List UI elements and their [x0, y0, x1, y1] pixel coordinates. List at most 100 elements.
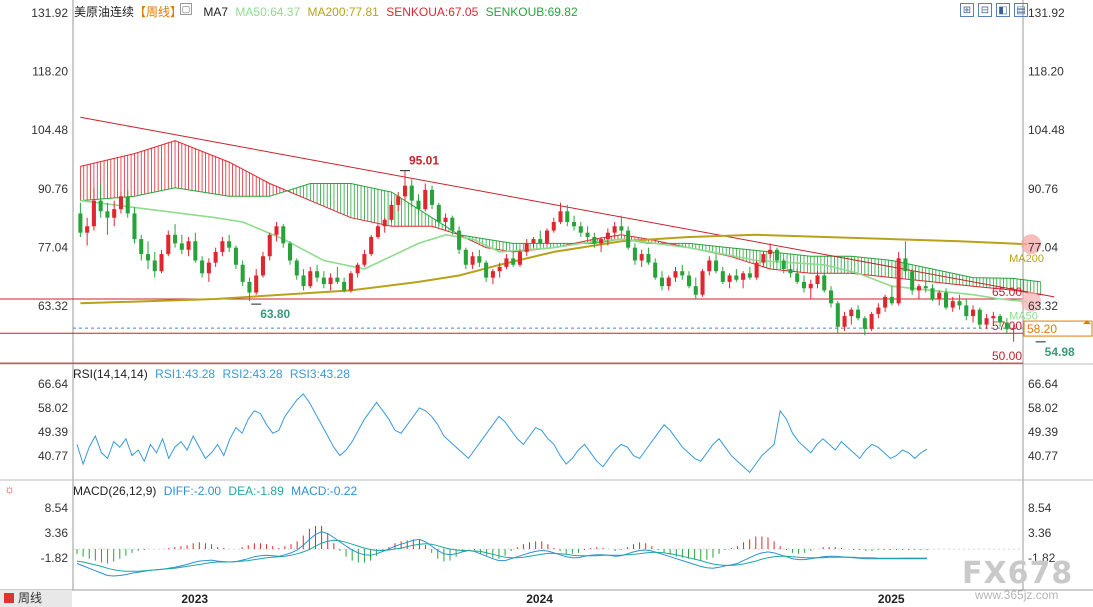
- candle-body: [666, 277, 671, 287]
- rsi-title: RSI(14,14,14): [73, 367, 148, 381]
- candle-body: [971, 309, 976, 317]
- dea-label: DEA:-1.89: [228, 484, 284, 498]
- rsi-panel[interactable]: [76, 393, 928, 474]
- candle-body: [815, 275, 820, 285]
- candle-body: [511, 258, 516, 265]
- period-tab-weekly[interactable]: 周线: [0, 590, 72, 607]
- ma-marker-4: [1021, 291, 1042, 312]
- candle-body: [118, 196, 123, 210]
- y-tick-right-2: 104.48: [1028, 123, 1065, 137]
- candle-body: [436, 204, 441, 222]
- candle-body: [152, 260, 157, 272]
- candle-body: [260, 256, 265, 276]
- candle-body: [761, 254, 766, 263]
- axes-labels: 131.92 131.92 118.20 118.20 104.48 104.48 90.7…: [31, 6, 1065, 606]
- main-price-panel[interactable]: 65.0057.0050.0058.2095.0163.8054.98MA200…: [0, 116, 1093, 364]
- settings-icon[interactable]: ▢: [180, 3, 192, 15]
- rsi-tick-right-1: 58.02: [1028, 401, 1058, 415]
- candle-body: [484, 262, 489, 278]
- candle-body: [822, 275, 827, 291]
- senkou-b-line: [80, 183, 1041, 283]
- candle-body: [842, 316, 847, 327]
- senkoub-label: SENKOUB:69.82: [485, 5, 578, 19]
- candle-body: [369, 236, 374, 255]
- candle-body: [193, 241, 198, 261]
- candle-body: [544, 230, 550, 244]
- zoom-out-icon[interactable]: ⊟: [978, 3, 992, 17]
- macd-tick-right-1: 3.36: [1028, 526, 1052, 540]
- symbol-name: 美原油连续: [74, 5, 135, 19]
- y-tick-left-3: 90.76: [38, 182, 68, 196]
- ma200-label: MA200:77.81: [307, 5, 379, 19]
- candle-body: [659, 277, 664, 287]
- candle-body: [423, 189, 428, 210]
- candle-body: [943, 292, 949, 308]
- macd-diff-line: [76, 531, 927, 577]
- toolbar: ⊞ ⊟ ◧ ▤: [960, 3, 1028, 17]
- candle-body: [964, 305, 969, 317]
- rsi-tick-right-0: 66.64: [1028, 377, 1058, 391]
- zoom-in-icon[interactable]: ⊞: [960, 3, 974, 17]
- candle-body: [355, 264, 360, 274]
- y-tick-right-5: 63.32: [1028, 299, 1058, 313]
- candle-body: [389, 204, 394, 220]
- y-tick-left-2: 104.48: [31, 123, 68, 137]
- y-tick-right-3: 90.76: [1028, 182, 1058, 196]
- ma200-line: [80, 233, 1028, 305]
- candle-body: [686, 275, 692, 287]
- candle-body: [680, 271, 685, 276]
- candle-body: [632, 247, 637, 261]
- candle-body: [308, 271, 313, 287]
- candle-body: [78, 213, 83, 233]
- candle-body: [213, 251, 218, 263]
- current-price-label: 58.20: [1027, 322, 1057, 336]
- list-view-icon[interactable]: ▤: [1014, 3, 1028, 17]
- period-tab-marker-icon: [4, 593, 14, 603]
- candle-body: [321, 277, 326, 285]
- header-legend: 美原油连续【周线】 MA7 MA50:64.37 MA200:77.81 SEN…: [74, 3, 578, 20]
- macd-tick-right-2: -1.82: [1028, 551, 1056, 565]
- candle-body: [382, 219, 387, 227]
- split-view-icon[interactable]: ◧: [996, 3, 1010, 17]
- candle-body: [862, 318, 867, 329]
- macd-panel[interactable]: [73, 525, 1023, 577]
- candle-body: [315, 271, 320, 278]
- candle-body: [206, 262, 211, 274]
- candle-body: [984, 318, 989, 325]
- macd-tick-right-0: 8.54: [1028, 501, 1052, 515]
- candle-body: [903, 258, 908, 272]
- candle-body: [240, 264, 245, 282]
- candle-body: [754, 262, 759, 278]
- candle-body: [402, 185, 408, 197]
- candle-body: [829, 290, 834, 304]
- candle-body: [301, 275, 306, 287]
- candle-body: [977, 309, 982, 325]
- candle-body: [342, 281, 347, 291]
- candle-body: [267, 234, 272, 257]
- candle-body: [612, 226, 617, 233]
- candle-body: [274, 226, 279, 235]
- candle-body: [139, 239, 144, 255]
- panel-settings-icon[interactable]: ☼: [4, 482, 15, 496]
- candle-body: [517, 251, 522, 265]
- candle-body: [504, 258, 509, 267]
- candle-body: [707, 260, 712, 272]
- candle-body: [876, 307, 881, 314]
- candle-body: [592, 236, 597, 244]
- candle-body: [159, 254, 164, 272]
- level-label-2: 50.00: [992, 349, 1022, 363]
- candle-body: [727, 275, 732, 282]
- candle-body: [186, 241, 191, 250]
- rsi1-label: RSI1:43.28: [155, 367, 216, 381]
- candle-body: [1011, 328, 1016, 330]
- candle-body: [254, 275, 259, 293]
- candle-body: [747, 273, 752, 278]
- candle-body: [200, 260, 205, 274]
- candle-body: [281, 226, 286, 244]
- ma50-label: MA50:64.37: [235, 5, 301, 19]
- candle-body: [714, 260, 719, 272]
- y-tick-left-1: 118.20: [32, 64, 68, 78]
- candle-body: [287, 243, 293, 261]
- candle-body: [883, 296, 888, 308]
